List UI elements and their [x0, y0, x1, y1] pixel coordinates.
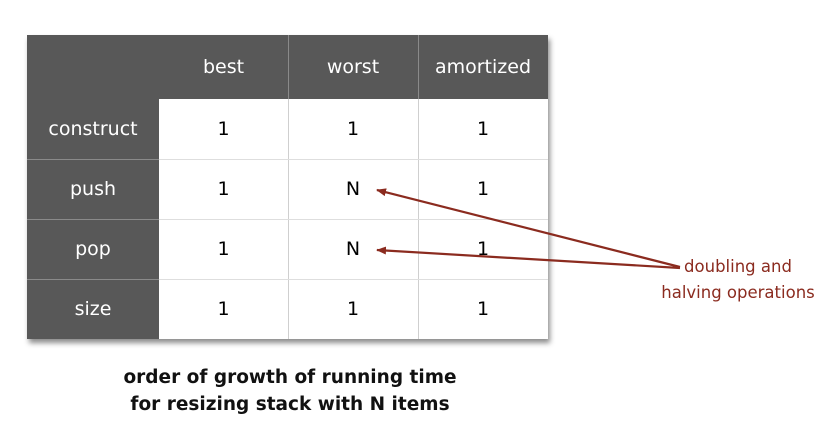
row-label-size: size: [27, 279, 159, 339]
table-caption: order of growth of running time for resi…: [0, 364, 580, 418]
column-header-amortized: amortized: [418, 35, 548, 99]
cell-push-amortized: 1: [418, 159, 548, 219]
column-header-worst: worst: [288, 35, 418, 99]
cell-pop-worst: N: [288, 219, 418, 279]
grid-line: [159, 279, 548, 280]
cell-push-worst: N: [288, 159, 418, 219]
cell-push-best: 1: [159, 159, 288, 219]
header-divider: [288, 35, 289, 99]
annotation-line-2: halving operations: [661, 283, 815, 302]
label-divider: [27, 219, 159, 220]
caption-line-2: for resizing stack with N items: [130, 394, 450, 415]
annotation-line-1: doubling and: [684, 257, 792, 276]
row-label-push: push: [27, 159, 159, 219]
arrow-to-pop-worst: [376, 246, 681, 270]
table-corner: [27, 35, 159, 99]
header-divider: [418, 35, 419, 99]
cell-construct-best: 1: [159, 99, 288, 159]
cell-construct-worst: 1: [288, 99, 418, 159]
arrow-to-push-worst: [376, 188, 681, 269]
cell-pop-best: 1: [159, 219, 288, 279]
grid-line: [159, 219, 548, 220]
caption-line-1: order of growth of running time: [123, 367, 457, 388]
row-label-construct: construct: [27, 99, 159, 159]
cell-construct-amortized: 1: [418, 99, 548, 159]
grid-line: [159, 159, 548, 160]
cell-size-worst: 1: [288, 279, 418, 339]
cell-size-best: 1: [159, 279, 288, 339]
row-label-pop: pop: [27, 219, 159, 279]
label-divider: [27, 279, 159, 280]
annotation-text: doubling and halving operations: [648, 254, 828, 306]
column-header-best: best: [159, 35, 288, 99]
label-divider: [27, 159, 159, 160]
running-time-table: best worst amortized construct push pop …: [27, 35, 548, 339]
cell-size-amortized: 1: [418, 279, 548, 339]
